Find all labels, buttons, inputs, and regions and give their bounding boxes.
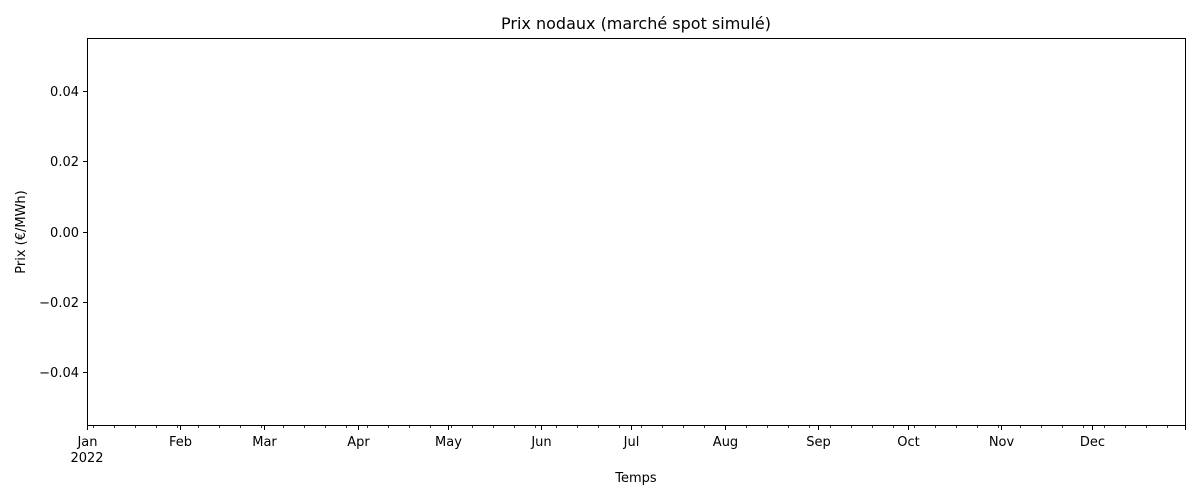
x-tick-label: Sep — [806, 435, 831, 450]
x-tick-label: May — [435, 435, 462, 450]
plot-area — [87, 38, 1186, 426]
x-tick-label: Apr — [347, 435, 370, 450]
y-tick-label: 0.00 — [50, 226, 79, 241]
y-tick-label: 0.04 — [50, 85, 79, 100]
chart-title: Prix nodaux (marché spot simulé) — [501, 14, 771, 33]
y-axis: 0.04 0.02 0.00 −0.02 −0.04 — [39, 85, 88, 381]
x-tick-label: Nov — [989, 435, 1015, 450]
x-tick-label: Oct — [897, 435, 919, 450]
y-tick-label: 0.02 — [50, 155, 79, 170]
x-axis: Jan Feb Mar Apr May Jun Jul Aug Sep Oct Nov Dec — [76, 425, 1186, 450]
x-tick-label: Mar — [252, 435, 277, 450]
y-axis-label: Prix (€/MWh) — [14, 190, 29, 274]
x-tick-label: Jul — [623, 435, 640, 450]
x-tick-label: Aug — [713, 435, 738, 450]
x-axis-label: Temps — [614, 471, 657, 486]
y-tick-label: −0.04 — [39, 366, 79, 381]
y-tick-label: −0.02 — [39, 296, 79, 311]
x-tick-label: Jun — [530, 435, 551, 450]
x-tick-label: Jan — [76, 435, 97, 450]
x-tick-label: Feb — [169, 435, 192, 450]
x-year-label: 2022 — [70, 451, 103, 466]
x-tick-label: Dec — [1080, 435, 1105, 450]
